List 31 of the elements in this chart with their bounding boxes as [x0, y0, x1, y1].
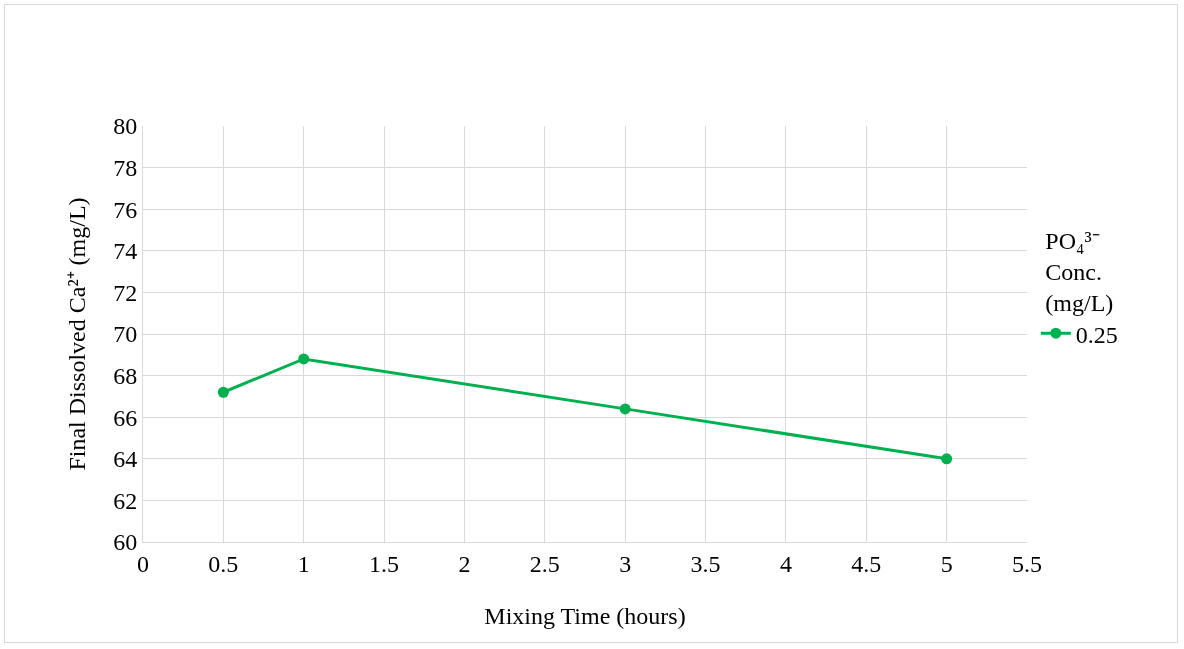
x-tick-label: 2.5 [529, 550, 560, 577]
x-tick-label: 4 [779, 550, 792, 577]
y-tick-label: 72 [113, 279, 138, 306]
x-tick-label: 3.5 [690, 550, 721, 577]
point [298, 353, 310, 365]
point [217, 386, 229, 398]
point [941, 453, 953, 465]
y-tick-label: 68 [113, 363, 138, 389]
y-tick-label: 62 [113, 487, 138, 514]
x-tick-label: 0 [137, 550, 149, 577]
x-axis-title: Mixing Time (hours) [484, 603, 686, 629]
legend-title: PO₄³⁻ Conc. (mg/L) [1045, 227, 1114, 317]
x-tick-label: 5.5 [1012, 550, 1042, 577]
x-tick-label: 5 [940, 550, 953, 577]
y-tick-label: 64 [113, 446, 138, 473]
point [619, 403, 631, 415]
x-tick-label: 4.5 [851, 550, 882, 577]
x-tick-label: 0.5 [208, 550, 239, 577]
y-tick-label: 70 [113, 321, 138, 348]
y-tick-label: 74 [113, 238, 138, 265]
y-tick-label: 80 [113, 113, 138, 140]
y-tick-label: 60 [113, 529, 138, 556]
x-tick-label: 1 [297, 550, 310, 577]
x-tick-label: 1.5 [369, 550, 400, 577]
x-tick-label: 2 [458, 550, 471, 577]
y-tick-label: 76 [113, 196, 138, 223]
legend-label: 0.25 [1075, 321, 1118, 348]
y-tick-label: 66 [113, 404, 138, 431]
y-axis-title: Final Dissolved Ca²⁺ (mg/L) [64, 197, 90, 471]
x-tick-label: 3 [619, 550, 632, 577]
y-tick-label: 78 [113, 155, 138, 181]
